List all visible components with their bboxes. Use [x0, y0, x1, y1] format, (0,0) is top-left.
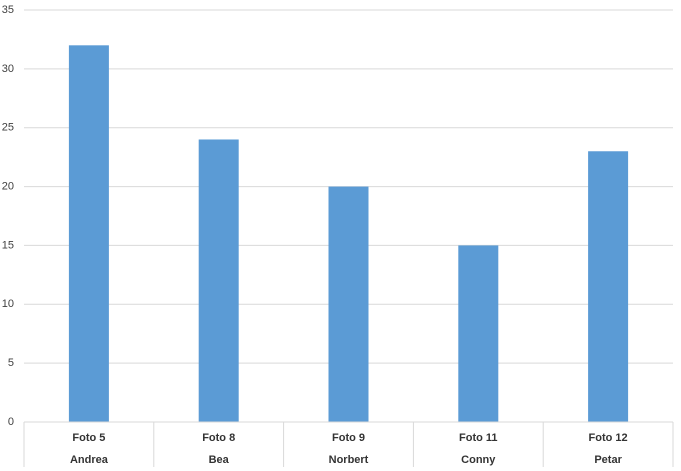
x-tick-label: Foto 9: [332, 432, 365, 444]
x-group-label: Norbert: [329, 454, 369, 466]
y-tick-label: 15: [2, 239, 14, 251]
x-group-label: Andrea: [70, 454, 109, 466]
bar: [198, 139, 239, 422]
bar: [68, 45, 109, 423]
bar: [588, 151, 629, 422]
y-tick-label: 0: [8, 416, 14, 428]
y-tick-label: 10: [2, 298, 14, 310]
x-group-label: Conny: [461, 454, 496, 466]
y-tick-label: 30: [2, 63, 14, 75]
bar: [458, 245, 499, 422]
x-tick-label: Foto 5: [72, 432, 105, 444]
x-group-label: Bea: [209, 454, 230, 466]
y-tick-label: 35: [2, 4, 14, 16]
x-group-label: Petar: [594, 454, 622, 466]
x-tick-label: Foto 12: [589, 432, 628, 444]
y-tick-label: 5: [8, 357, 14, 369]
y-tick-label: 20: [2, 180, 14, 192]
y-tick-label: 25: [2, 122, 14, 134]
x-tick-label: Foto 8: [202, 432, 235, 444]
x-tick-label: Foto 11: [459, 432, 498, 444]
bar: [328, 186, 369, 422]
